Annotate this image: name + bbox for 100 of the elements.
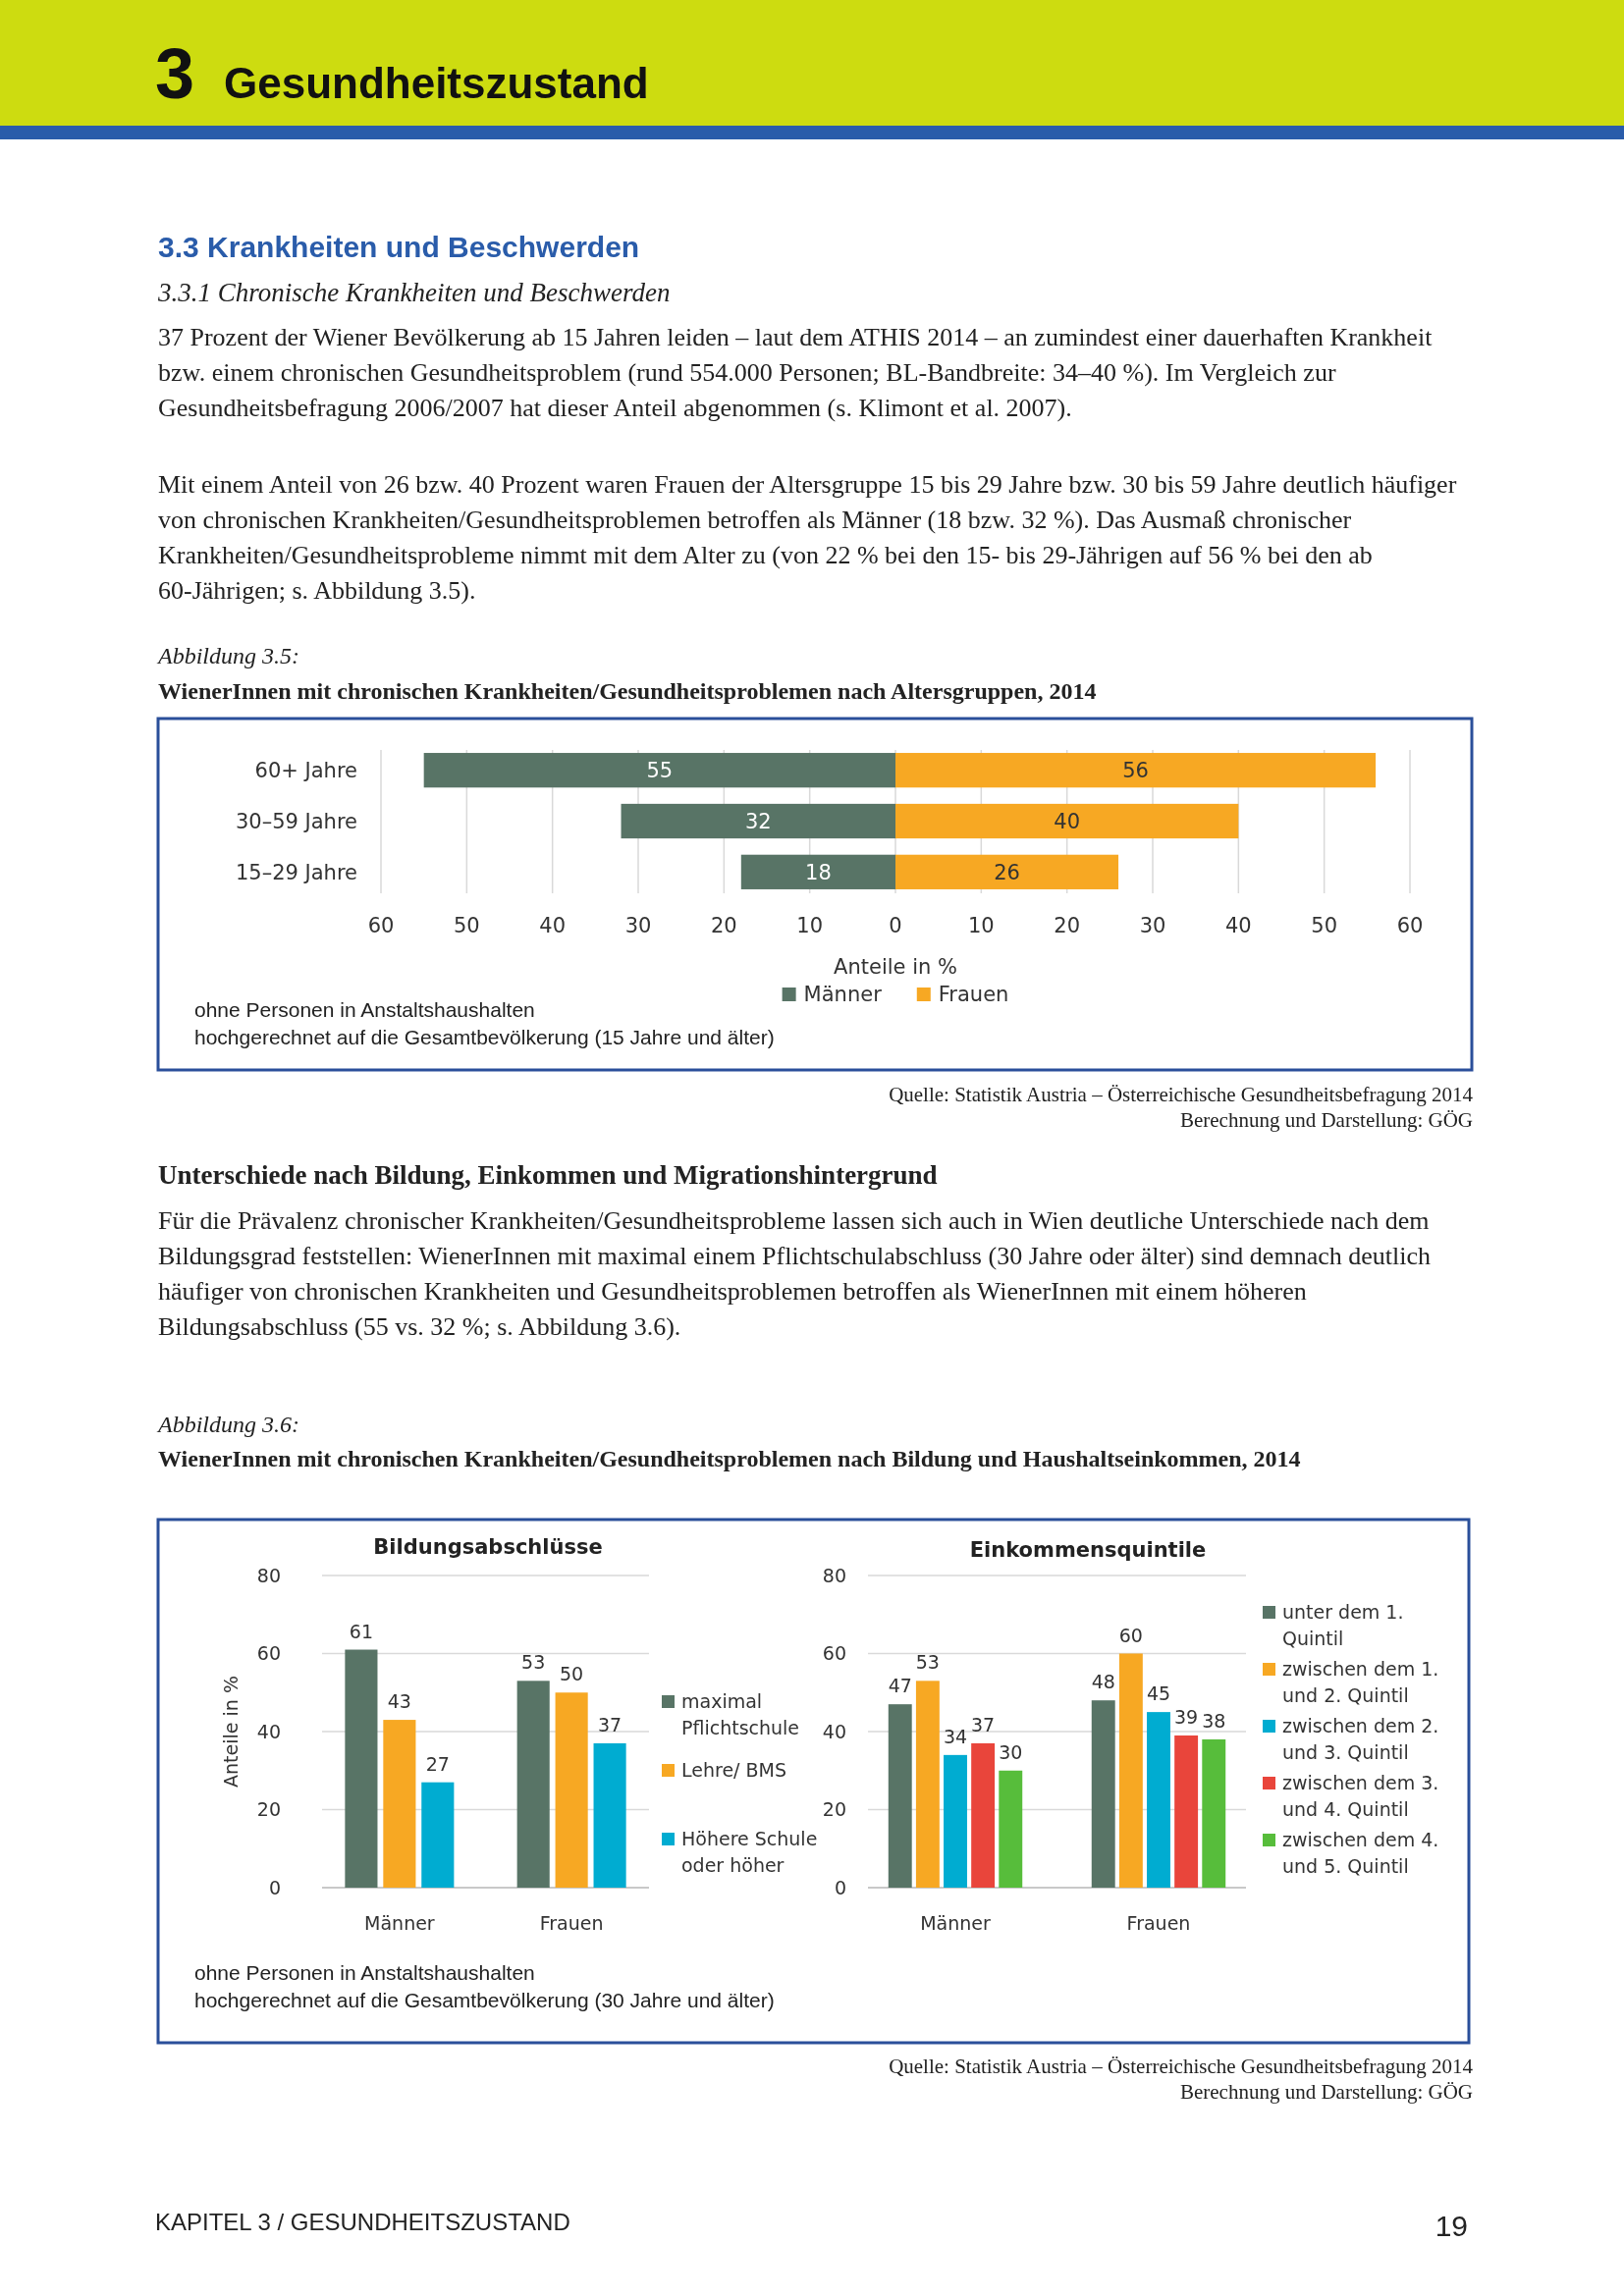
data-label: 48 (1091, 1671, 1115, 1693)
x-tick-label: 50 (1311, 914, 1338, 937)
bar (421, 1782, 455, 1889)
bar (999, 1770, 1023, 1888)
data-label: 34 (943, 1725, 968, 1747)
text: Für die Prävalenz chronischer Krankheiten/Gesundheitsprobleme lassen sich auch in Wien deutliche Unterschiede nach dem Bildungsgrad feststellen: WienerInnen mit maximal einem Pflichtschulabschluss (30 Jahre oder älter) sind demnach deutlich häufiger von chronischen Krankheiten und Gesundheitsproblemen betroffen als WienerInnen mit einem höheren Bildungsabschluss (55 vs. 32 %; s. Abbildung 3.6). (158, 1206, 1431, 1341)
text: 3 (155, 34, 195, 113)
y-tick-label: 40 (256, 1720, 281, 1742)
source-note: Quelle: Statistik Austria – Österreichische Gesundheitsbefragung 2014 (889, 1083, 1474, 1106)
text: Abbildung 3.6: (156, 1412, 299, 1437)
data-label: 37 (597, 1713, 623, 1735)
x-tick-label: 30 (624, 914, 652, 937)
bar (895, 803, 1239, 839)
bar (740, 854, 895, 889)
bar (1118, 1653, 1143, 1888)
chart-subtitle: Abbildung 3.5: (156, 643, 299, 668)
x-axis-title: Anteile in % (834, 955, 957, 979)
bar (383, 1720, 416, 1888)
x-tick-label: 10 (967, 914, 995, 937)
data-label: 43 (387, 1690, 411, 1713)
data-label: 18 (805, 860, 832, 884)
legend-label: Lehre/ BMS (681, 1759, 786, 1781)
bar (621, 803, 895, 839)
text: 19 (1435, 2210, 1468, 2242)
y-tick-label: 80 (822, 1564, 846, 1586)
y-axis-title: Anteile in % (220, 1676, 242, 1788)
y-tick-label: 40 (822, 1720, 846, 1742)
bar (895, 753, 1377, 788)
y-tick-label: 20 (256, 1798, 281, 1821)
text: hochgerechnet auf die Gesamtbevölkerung (15 Jahre und älter) (194, 1026, 775, 1048)
bar (971, 1742, 996, 1889)
bar (1174, 1735, 1199, 1888)
text: hochgerechnet auf die Gesamtbevölkerung (30 Jahre und älter) (194, 1989, 775, 2011)
x-tick-label: 30 (1139, 914, 1166, 937)
text: 3.3 Krankheiten und Beschwerden (158, 231, 640, 263)
legend-label: zwischen dem 4. und 5. Quintil (1282, 1829, 1439, 1877)
data-label: 55 (646, 759, 674, 783)
text: ohne Personen in Anstaltshaushalten (194, 1961, 535, 1984)
x-tick-label: 20 (1054, 914, 1081, 937)
data-label: 40 (1054, 810, 1081, 834)
data-label: 47 (888, 1675, 912, 1697)
bar (895, 854, 1119, 889)
data-label: 27 (425, 1752, 450, 1775)
bar (944, 1754, 967, 1888)
text: Gesundheitszustand (224, 59, 649, 107)
legend-label: maximal Pflichtschule (681, 1690, 800, 1738)
chart-title: Bildungsabschlüsse (373, 1535, 603, 1559)
text: WienerInnen mit chronischen Krankheiten/Gesundheitsproblemen nach Bildung und Haushaltseinkommen, 2014 (158, 1446, 1301, 1471)
y-tick-label: 60 (822, 1642, 846, 1665)
x-tick-label: Frauen (1126, 1912, 1191, 1934)
text: Unterschiede nach Bildung, Einkommen und Migrationshintergrund (158, 1160, 938, 1190)
legend-label: Frauen (938, 983, 1009, 1006)
data-label: 45 (1146, 1682, 1171, 1705)
x-tick-label: 60 (367, 914, 395, 937)
data-label: 32 (744, 810, 772, 834)
x-tick-label: 40 (539, 914, 567, 937)
data-label: 30 (999, 1740, 1023, 1763)
text: Berechnung und Darstellung: GÖG (1179, 1108, 1473, 1132)
x-tick-label: 60 (1396, 914, 1424, 937)
data-label: 56 (1122, 759, 1149, 783)
y-tick-label: 15–29 Jahre (235, 860, 357, 884)
data-label: 38 (1202, 1709, 1226, 1732)
bar (1091, 1700, 1115, 1888)
data-label: 60 (1118, 1624, 1143, 1646)
x-tick-label: 50 (453, 914, 480, 937)
source-note: Quelle: Statistik Austria – Österreichische Gesundheitsbefragung 2014 (889, 2055, 1474, 2078)
data-label: 61 (349, 1620, 374, 1642)
legend-label: Männer (803, 983, 883, 1006)
text: Mit einem Anteil von 26 bzw. 40 Prozent waren Frauen der Altersgruppe 15 bis 29 Jahre bzw. 30 bis 59 Jahre deutlich häufiger von chronischen Krankheiten/Gesundheitsproblemen betroffen als Männer (18 bzw. 32 %). Das Ausmaß chronischer Krankheiten/Gesundheitsprobleme nimmt mit dem Alter zu (von 22 % bei den 15- bis 29-Jährigen auf 56 % bei den ab 60-Jährigen; s. Abbildung 3.5). (158, 470, 1457, 605)
data-label: 50 (560, 1663, 584, 1685)
x-tick-label: Männer (364, 1912, 435, 1934)
y-tick-label: 30–59 Jahre (235, 810, 357, 834)
text: 37 Prozent der Wiener Bevölkerung ab 15 Jahren leiden – laut dem ATHIS 2014 – an zumindest einer dauerhaften Krankheit bzw. einem chronischen Gesundheitsproblem (rund 554.000 Personen; BL-Bandbreite: 34–40 %). Im Vergleich zur Gesundheitsbefragung 2006/2007 hat dieser Anteil abgenommen (s. Klimont et al. 2007). (158, 323, 1434, 422)
chart-title: WienerInnen mit chronischen Krankheiten/Gesundheitsproblemen nach Altersgruppen, 2014 (158, 678, 1097, 704)
bar (593, 1742, 626, 1889)
data-label: 37 (971, 1713, 996, 1735)
data-label: 39 (1174, 1705, 1199, 1728)
x-tick-label: 40 (1224, 914, 1252, 937)
data-label: 26 (994, 860, 1020, 884)
text: 3.3.1 Chronische Krankheiten und Beschwerden (157, 278, 671, 307)
y-tick-label: 60+ Jahre (254, 759, 357, 783)
y-tick-label: 80 (256, 1564, 281, 1586)
chart-title: Einkommensquintile (969, 1538, 1207, 1562)
x-tick-label: 0 (889, 914, 902, 937)
bar (1147, 1712, 1170, 1888)
legend-label: Höhere Schule oder höher (681, 1828, 818, 1876)
bar (888, 1704, 912, 1889)
y-tick-label: 60 (256, 1642, 281, 1665)
bar (555, 1692, 588, 1888)
bar (345, 1649, 378, 1889)
text: Berechnung und Darstellung: GÖG (1179, 2080, 1473, 2104)
bar (1202, 1738, 1226, 1888)
data-label: 53 (915, 1651, 940, 1674)
x-tick-label: Männer (920, 1912, 991, 1934)
x-tick-label: Frauen (539, 1912, 604, 1934)
y-tick-label: 0 (268, 1876, 281, 1898)
text: KAPITEL 3 / GESUNDHEITSZUSTAND (155, 2209, 570, 2235)
bar (915, 1681, 940, 1888)
bar (423, 753, 895, 788)
x-tick-label: 10 (796, 914, 824, 937)
